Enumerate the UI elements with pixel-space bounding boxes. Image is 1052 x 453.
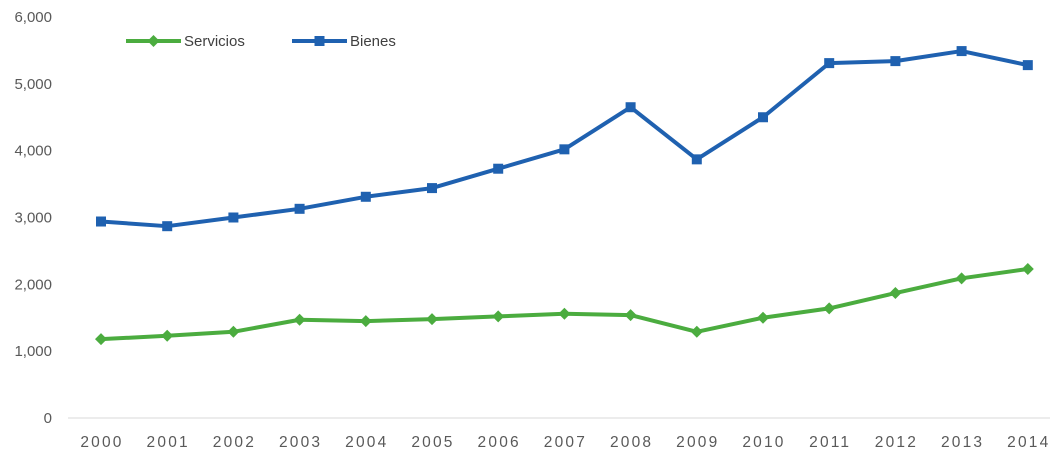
data-point-servicios: [161, 329, 174, 342]
data-point-servicios: [889, 287, 902, 300]
data-point-servicios: [293, 313, 306, 326]
data-point-bienes: [1022, 60, 1033, 71]
y-tick-label: 4,000: [14, 143, 52, 160]
plot-area: [95, 46, 1034, 346]
x-tick-label: 2000: [80, 434, 123, 451]
legend-marker-square: [314, 36, 325, 46]
data-point-servicios: [492, 310, 505, 323]
y-tick-label: 2,000: [14, 276, 52, 293]
x-tick-label: 2004: [345, 434, 388, 451]
data-point-bienes: [559, 144, 570, 155]
legend-label: Bienes: [350, 33, 396, 50]
data-point-servicios: [426, 313, 438, 326]
data-point-bienes: [691, 154, 702, 165]
x-tick-label: 2007: [544, 434, 587, 451]
x-tick-label: 2010: [742, 434, 785, 451]
data-point-servicios: [227, 325, 240, 338]
data-point-servicios: [955, 272, 968, 285]
data-point-bienes: [294, 203, 305, 214]
y-axis: 0 1,000 2,000 3,000 4,000 5,000 6,000: [14, 9, 52, 427]
y-tick-label: 0: [44, 410, 52, 427]
legend-item-servicios: Servicios: [126, 33, 245, 50]
x-tick-label: 2005: [411, 434, 454, 451]
data-point-servicios: [757, 311, 769, 324]
data-point-bienes: [96, 216, 106, 227]
data-point-bienes: [360, 191, 371, 202]
data-point-bienes: [493, 163, 504, 174]
legend: Servicios Bienes: [126, 33, 396, 50]
data-point-bienes: [162, 221, 173, 232]
x-tick-label: 2002: [213, 434, 256, 451]
data-point-servicios: [624, 309, 637, 322]
x-tick-label: 2013: [941, 434, 984, 451]
legend-marker-diamond: [147, 35, 160, 47]
data-point-bienes: [956, 46, 967, 57]
data-point-servicios: [1021, 262, 1034, 275]
x-tick-label: 2009: [676, 434, 719, 451]
data-point-bienes: [824, 58, 835, 69]
x-tick-label: 2003: [279, 434, 322, 451]
x-tick-label: 2012: [875, 434, 918, 451]
y-tick-label: 6,000: [14, 9, 52, 26]
data-point-bienes: [427, 183, 437, 194]
data-point-servicios: [558, 307, 571, 320]
data-point-bienes: [758, 112, 768, 123]
y-tick-label: 1,000: [14, 343, 52, 360]
x-tick-label: 2014: [1007, 434, 1050, 451]
legend-item-bienes: Bienes: [292, 33, 396, 50]
y-tick-label: 5,000: [14, 76, 52, 93]
series-line-bienes: [100, 49, 1029, 229]
x-tick-label: 2008: [610, 434, 653, 451]
data-point-servicios: [823, 302, 836, 315]
y-tick-label: 3,000: [14, 210, 52, 227]
x-axis: 2000 2001 2002 2003 2004 2005 2006 2007 2008 2009…: [80, 434, 1050, 451]
data-point-bienes: [625, 102, 636, 113]
data-point-servicios: [95, 333, 107, 346]
data-point-bienes: [890, 56, 901, 67]
x-tick-label: 2006: [478, 434, 521, 451]
data-point-servicios: [359, 315, 372, 328]
series-line-servicios: [100, 266, 1029, 342]
data-point-bienes: [228, 212, 239, 223]
x-tick-label: 2011: [809, 434, 851, 451]
legend-label: Servicios: [184, 33, 245, 50]
data-point-servicios: [690, 325, 703, 338]
x-tick-label: 2001: [147, 434, 190, 451]
